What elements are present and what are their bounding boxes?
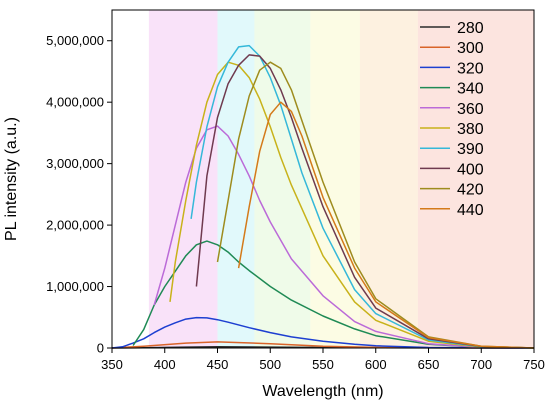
x-tick-label: 400 (154, 357, 176, 372)
x-axis-title: Wavelength (nm) (262, 383, 383, 400)
series-line-390 (190, 44, 535, 349)
legend-label-380: 380 (457, 121, 484, 138)
y-tick-label: 3,000,000 (46, 156, 104, 171)
x-tick-label: 600 (365, 357, 387, 372)
background-band-3 (310, 10, 360, 348)
x-tick-label: 700 (470, 357, 492, 372)
y-tick-label: 2,000,000 (46, 218, 104, 233)
y-axis-title: PL intensity (a.u.) (3, 117, 20, 241)
x-tick-label: 550 (312, 357, 334, 372)
legend-label-280: 280 (457, 20, 484, 37)
legend-label-300: 300 (457, 40, 484, 57)
legend-label-340: 340 (457, 81, 484, 98)
x-tick-label: 450 (207, 357, 229, 372)
series-lines (111, 44, 535, 349)
series-line-360 (153, 125, 535, 349)
y-axis-ticks: 0 1,000,000 2,000,000 3,000,000 4,000,000 5,0… (46, 33, 112, 356)
x-tick-label: 500 (259, 357, 281, 372)
legend-label-400: 400 (457, 161, 484, 178)
legend-label-390: 390 (457, 141, 484, 158)
y-tick-label: 5,000,000 (46, 33, 104, 48)
y-tick-label: 4,000,000 (46, 95, 104, 110)
legend-label-360: 360 (457, 101, 484, 118)
series-line-380 (169, 61, 535, 349)
legend: 280 300 320 340 360 380 390 400 420 440 (420, 20, 484, 219)
y-tick-label: 1,000,000 (46, 279, 104, 294)
x-tick-label: 750 (523, 357, 545, 372)
x-axis-ticks: 350 400 450 500 550 600 650 700 750 (101, 348, 545, 372)
background-band-5 (417, 10, 534, 348)
background-band-1 (217, 10, 255, 348)
legend-label-420: 420 (457, 182, 484, 199)
legend-label-320: 320 (457, 60, 484, 77)
x-tick-label: 350 (101, 357, 123, 372)
series-line-440 (237, 101, 535, 349)
legend-label-440: 440 (457, 202, 484, 219)
series-line-420 (216, 61, 535, 349)
series-line-340 (132, 240, 535, 349)
y-tick-label: 0 (97, 341, 104, 356)
series-line-400 (195, 54, 535, 349)
series-line-320 (111, 316, 535, 349)
x-tick-label: 650 (418, 357, 440, 372)
